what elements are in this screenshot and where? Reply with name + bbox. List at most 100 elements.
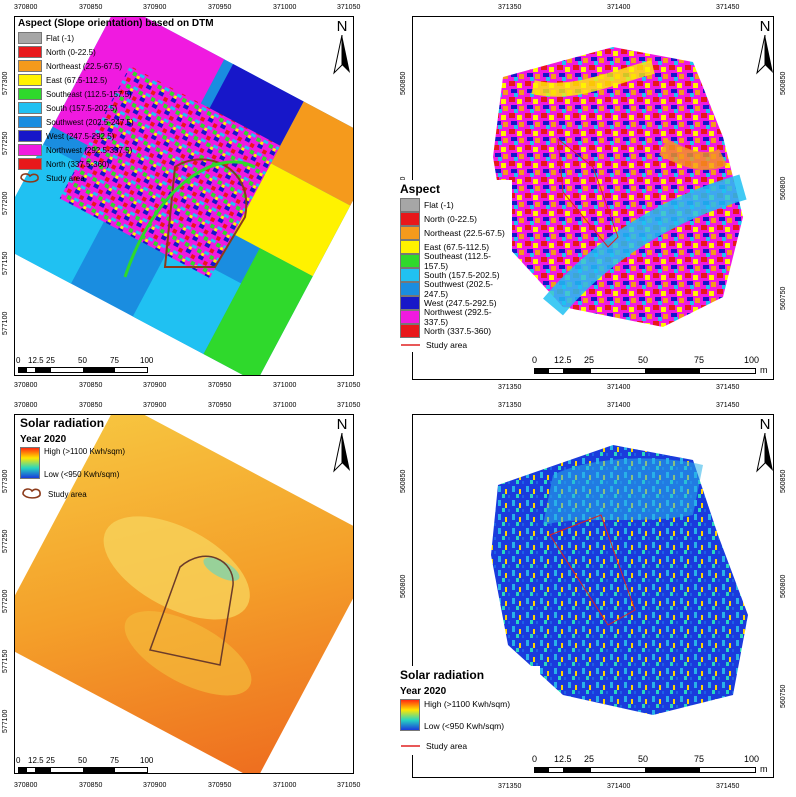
legend-swatch xyxy=(18,130,42,142)
legend-swatch xyxy=(400,282,420,296)
y-tick-right: 577250 xyxy=(2,529,9,553)
scale-label: 0 xyxy=(16,756,21,765)
north-arrow: N xyxy=(330,18,354,80)
y-tick-right: 560850 xyxy=(780,469,787,493)
legend-swatch xyxy=(18,102,42,114)
x-tick-top: 371450 xyxy=(716,4,740,11)
scale-bar: 0 12.5 25 50 75 100 xyxy=(16,756,176,776)
scale-label: 50 xyxy=(78,356,87,365)
north-arrow: N xyxy=(753,416,777,478)
x-tick-top: 370850 xyxy=(79,402,103,409)
legend-swatch xyxy=(400,310,420,324)
scale-label: 75 xyxy=(694,355,705,365)
y-tick-right: 577150 xyxy=(2,649,9,673)
legend-row-study-area: Study area xyxy=(18,171,218,185)
colorbar-low-label: Low (<950 Kwh/sqm) xyxy=(424,721,505,731)
panel-aspect-dtm: 370800 370850 370900 370950 371000 37105… xyxy=(0,0,398,398)
scale-label: 100 xyxy=(140,756,154,765)
legend-row: Southeast (112.5-157.5) xyxy=(18,87,218,101)
scale-label: 12.5 xyxy=(28,356,44,365)
aspect-map-raster xyxy=(15,17,353,375)
scale-label: 0 xyxy=(532,754,538,764)
x-tick-bottom: 371000 xyxy=(273,782,297,789)
scale-label: 12.5 xyxy=(554,355,572,365)
scale-label: 100 xyxy=(744,355,760,365)
legend-row: Flat (-1) xyxy=(18,31,218,45)
legend-row: Northeast (22.5-67.5) xyxy=(18,59,218,73)
legend-label: North (0-22.5) xyxy=(424,214,477,224)
legend-row: North (337.5-360) xyxy=(18,157,218,171)
legend-row: Northwest (292.5-337.5) xyxy=(400,307,512,327)
legend-label: Study area xyxy=(426,741,468,751)
legend-label: Study area xyxy=(46,173,85,183)
scale-label: 0 xyxy=(16,356,21,365)
legend-label: West (247.5-292.5) xyxy=(424,298,497,308)
study-area-icon xyxy=(20,173,39,183)
map-title: Solar radiation xyxy=(20,416,105,430)
x-tick-top: 371000 xyxy=(273,4,297,11)
legend-swatch xyxy=(18,158,42,170)
legend-label: East (67.5-112.5) xyxy=(46,75,108,85)
scale-label: 100 xyxy=(744,754,760,764)
legend-swatch xyxy=(400,296,420,310)
legend-row: West (247.5-292.5) xyxy=(400,296,512,310)
scale-label: 12.5 xyxy=(28,756,44,765)
colorbar xyxy=(400,699,420,731)
scale-label: 12.5 xyxy=(554,754,572,764)
legend-swatch xyxy=(18,32,42,44)
scale-bar-graphic xyxy=(18,767,148,773)
x-tick-bottom: 370850 xyxy=(79,382,103,389)
x-tick-top: 370800 xyxy=(14,402,38,409)
legend-swatch xyxy=(18,88,42,100)
legend-label: Southeast (112.5-157.5) xyxy=(424,251,491,271)
y-tick-left: 560800 xyxy=(400,574,407,598)
x-tick-top: 370900 xyxy=(143,4,167,11)
x-tick-bottom: 371050 xyxy=(337,382,361,389)
legend-swatch xyxy=(400,254,420,268)
scale-label: 50 xyxy=(78,756,87,765)
panel-aspect: 371350 371400 371450 560850 560800 5607 xyxy=(398,0,796,398)
x-tick-bottom: 371400 xyxy=(607,384,631,391)
legend-label: North (0-22.5) xyxy=(46,47,96,57)
legend-label: Study area xyxy=(426,340,468,350)
scale-label: 50 xyxy=(638,355,649,365)
legend-swatch xyxy=(400,240,420,254)
legend-row: Flat (-1) xyxy=(400,198,512,212)
x-tick-bottom: 370950 xyxy=(208,382,232,389)
legend-label: Flat (-1) xyxy=(46,33,74,43)
legend-row: East (67.5-112.5) xyxy=(400,240,512,254)
north-label: N xyxy=(759,416,771,433)
legend-swatch xyxy=(400,324,420,338)
scale-unit: m xyxy=(760,764,768,774)
x-tick-bottom: 370950 xyxy=(208,782,232,789)
scale-label: 25 xyxy=(46,356,55,365)
legend-label: Southeast (112.5-157.5) xyxy=(46,89,132,99)
map-frame xyxy=(14,414,354,774)
colorbar-high-label: High (>1100 Kwh/sqm) xyxy=(44,447,125,456)
y-tick-left: 560850 xyxy=(400,71,407,95)
legend-swatch xyxy=(400,268,420,282)
aspect-legend: Aspect Flat (-1) North (0-22.5) Northeas… xyxy=(398,180,512,352)
north-label: N xyxy=(336,416,348,433)
panel-solar-radiation-dtm: 370800 370850 370900 370950 371000 37105… xyxy=(0,398,398,797)
x-tick-top: 370800 xyxy=(14,4,38,11)
study-area-line-icon xyxy=(401,745,420,747)
aspect-map-raster xyxy=(493,47,747,327)
panel-solar-radiation: 371350 371400 371450 560850 560800 56075… xyxy=(398,398,796,797)
scale-label: 75 xyxy=(110,356,119,365)
legend-label: Study area xyxy=(48,489,87,499)
y-tick-right: 577200 xyxy=(2,191,9,215)
colorbar-low-label: Low (<950 Kwh/sqm) xyxy=(44,470,120,479)
legend-label: Northwest (292.5-337.5) xyxy=(424,307,492,327)
legend-label: South (157.5-202.5) xyxy=(46,103,118,113)
x-tick-top: 371350 xyxy=(498,402,522,409)
legend-row: South (157.5-202.5) xyxy=(18,101,218,115)
legend-label: Northeast (22.5-67.5) xyxy=(46,61,123,71)
legend-swatch xyxy=(400,212,420,226)
x-tick-bottom: 370900 xyxy=(143,782,167,789)
study-area-line-icon xyxy=(401,344,420,346)
map-title: Aspect (Slope orientation) based on DTM xyxy=(18,18,214,29)
scale-label: 75 xyxy=(694,754,705,764)
solar-radiation-raster xyxy=(15,415,353,773)
x-tick-top: 371050 xyxy=(337,4,361,11)
